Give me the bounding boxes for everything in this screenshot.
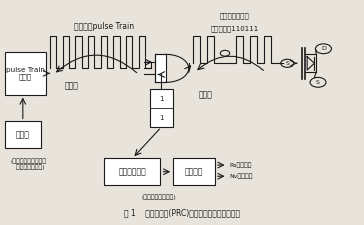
Text: 最优化: 最优化 xyxy=(16,130,30,139)
FancyBboxPatch shape xyxy=(173,158,215,185)
Text: (自动最优化算法逻辑
  不必另外编程序): (自动最优化算法逻辑 不必另外编程序) xyxy=(10,158,46,171)
Text: D: D xyxy=(321,46,326,51)
FancyBboxPatch shape xyxy=(155,54,166,82)
Text: (数码反馈不用补偿): (数码反馈不用补偿) xyxy=(141,195,176,200)
Text: 数控开关管强电: 数控开关管强电 xyxy=(220,12,250,18)
Text: 最优化的pulse Train: 最优化的pulse Train xyxy=(74,22,134,31)
FancyBboxPatch shape xyxy=(5,122,41,148)
FancyBboxPatch shape xyxy=(104,158,161,185)
Text: 图 1    脉冲比控制(PRC)系统最优化脉冲串示意图: 图 1 脉冲比控制(PRC)系统最优化脉冲串示意图 xyxy=(124,209,240,218)
Text: 优化环: 优化环 xyxy=(65,81,79,90)
Text: 调整环: 调整环 xyxy=(199,90,213,99)
Text: 1: 1 xyxy=(159,115,164,121)
Text: Rs电流取样: Rs电流取样 xyxy=(229,162,252,168)
FancyBboxPatch shape xyxy=(5,52,46,94)
Text: S: S xyxy=(316,80,320,85)
Text: 脉冲比控制器: 脉冲比控制器 xyxy=(119,167,146,176)
Text: 反馈控制: 反馈控制 xyxy=(185,167,203,176)
FancyBboxPatch shape xyxy=(150,89,173,127)
Text: Nv电压取样: Nv电压取样 xyxy=(229,173,253,179)
Text: 通断脉冲串110111: 通断脉冲串110111 xyxy=(211,25,259,32)
Text: S: S xyxy=(285,61,289,66)
Text: pulse Train
发生器: pulse Train 发生器 xyxy=(6,67,45,80)
Text: 1: 1 xyxy=(159,96,164,101)
